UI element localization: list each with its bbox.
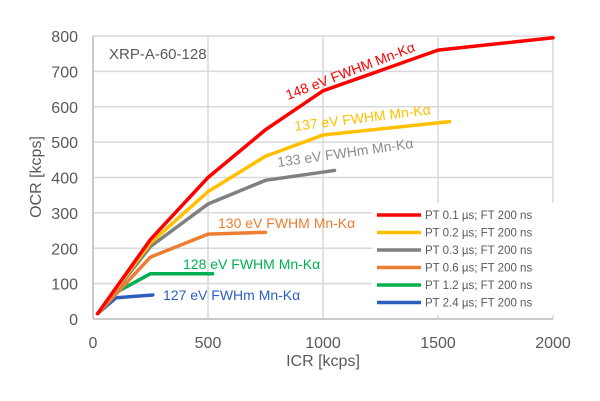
y-axis-ticks: 0 100 200 300 400 500 600 700 800 — [51, 29, 78, 329]
x-tick-label: 2000 — [535, 335, 571, 352]
legend-label: PT 1.2 µs; FT 200 ns — [425, 280, 532, 292]
y-tick-label: 700 — [51, 64, 78, 81]
series-lines — [95, 36, 555, 316]
y-tick-label: 400 — [51, 171, 78, 188]
legend-label: PT 0.1 µs; FT 200 ns — [425, 210, 532, 222]
x-axis-ticks: 0 500 1000 1500 2000 — [89, 335, 571, 352]
legend-label: PT 0.2 µs; FT 200 ns — [425, 228, 532, 240]
legend-label: PT 2.4 µs; FT 200 ns — [425, 298, 532, 310]
inset-label: XRP-A-60-128 — [109, 46, 207, 63]
y-tick-label: 0 — [69, 312, 78, 329]
y-tick-label: 200 — [51, 241, 78, 258]
series-annotation: 128 eV FWHM Mn-Kα — [183, 256, 320, 272]
y-tick-label: 800 — [51, 29, 78, 46]
y-tick-label: 100 — [51, 277, 78, 294]
series-annotation: 130 eV FWHM Mn-Kα — [218, 215, 355, 231]
x-tick-label: 1000 — [305, 335, 341, 352]
legend: PT 0.1 µs; FT 200 ns PT 0.2 µs; FT 200 ns… — [377, 210, 532, 310]
y-tick-label: 500 — [51, 135, 78, 152]
series-line — [95, 230, 268, 316]
y-tick-label: 600 — [51, 100, 78, 117]
series-line — [95, 36, 555, 316]
x-tick-label: 500 — [195, 335, 222, 352]
x-tick-label: 1500 — [420, 335, 456, 352]
series-annotation: 133 eV FWHm Mn-Kα — [276, 135, 414, 170]
series-annotation: 127 eV FWHm Mn-Kα — [163, 287, 300, 303]
y-tick-label: 300 — [51, 206, 78, 223]
y-axis-title: OCR [kcps] — [28, 136, 45, 218]
legend-label: PT 0.6 µs; FT 200 ns — [425, 263, 532, 275]
legend-label: PT 0.3 µs; FT 200 ns — [425, 245, 532, 257]
x-tick-label: 0 — [89, 335, 98, 352]
x-axis-title: ICR [kcps] — [286, 353, 360, 370]
legend-background — [372, 203, 555, 315]
